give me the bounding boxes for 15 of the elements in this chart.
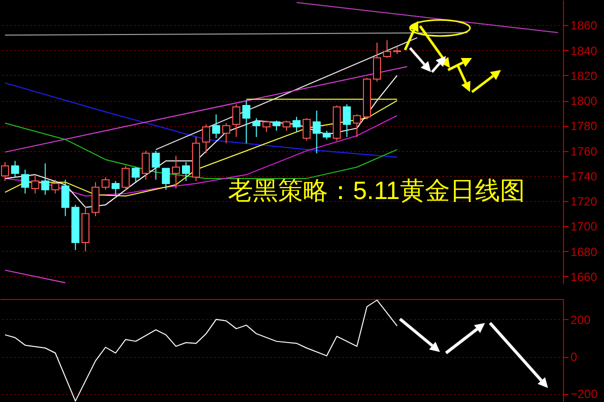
y-tick-label: 1760 <box>570 144 598 158</box>
y-tick-label: 200 <box>570 312 591 327</box>
y-tick-label: 1700 <box>570 220 598 234</box>
y-tick-label: 1800 <box>570 94 598 108</box>
y-tick-label: 1680 <box>570 244 598 259</box>
y-tick-label: −200 <box>570 387 598 402</box>
y-tick-label: 1660 <box>570 270 598 284</box>
y-tick-label: 1720 <box>570 194 598 209</box>
y-tick-label: 1740 <box>570 169 598 184</box>
y-tick-label: 1820 <box>570 68 598 83</box>
y-tick-label: 1780 <box>570 119 598 134</box>
y-tick-label: 0 <box>570 350 578 364</box>
text: 老黑策略：5.11黄金日线图 <box>228 176 525 207</box>
y-tick-label: 1840 <box>570 44 598 58</box>
y-tick-label: 1860 <box>570 18 598 33</box>
